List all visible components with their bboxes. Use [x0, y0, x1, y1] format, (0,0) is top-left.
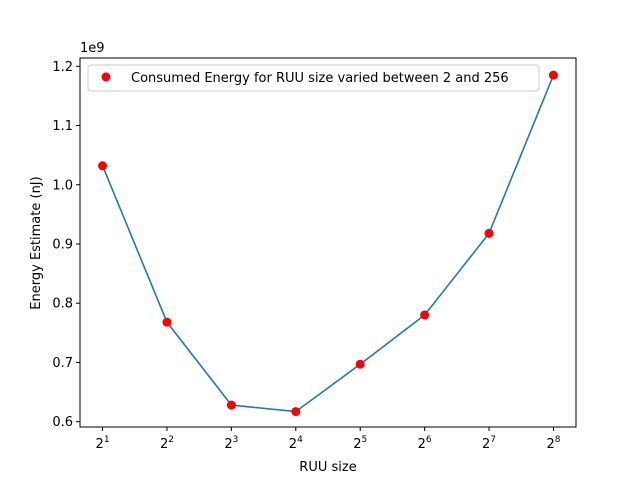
data-point	[484, 228, 494, 238]
series-line	[101, 74, 555, 413]
y-tick-label: 0.7	[52, 356, 73, 371]
x-axis-label: RUU size	[299, 460, 356, 475]
x-tick-label: 27	[482, 435, 496, 452]
y-tick-label: 0.8	[52, 297, 73, 312]
y-tick-label: 0.9	[52, 237, 73, 252]
data-point	[420, 310, 430, 320]
legend: Consumed Energy for RUU size varied betw…	[87, 64, 540, 92]
data-point	[291, 407, 301, 417]
y-offset-label: 1e9	[80, 41, 105, 56]
legend-label: Consumed Energy for RUU size varied betw…	[131, 71, 509, 86]
axes-frame	[79, 57, 577, 428]
data-point	[98, 161, 108, 171]
x-tick-label: 21	[96, 435, 110, 452]
y-tick-label: 1.1	[52, 119, 73, 134]
x-tick-label: 22	[160, 435, 174, 452]
y-tick-label: 0.6	[52, 415, 73, 430]
x-tick-label: 26	[418, 435, 432, 452]
y-tick-label: 1.0	[52, 178, 73, 193]
plot-area	[98, 70, 558, 417]
legend-marker	[101, 72, 111, 82]
legend-box	[87, 64, 540, 92]
x-tick-label: 23	[224, 435, 238, 452]
data-point	[355, 359, 365, 369]
data-point	[226, 400, 236, 410]
x-tick-label: 24	[289, 435, 303, 452]
x-axis-ticks: 21 22 23 24 25 26 27 28	[96, 427, 561, 452]
data-point	[548, 70, 558, 80]
y-axis-ticks: 0.6 0.7 0.8 0.9 1.0 1.1 1.2	[52, 60, 80, 430]
y-tick-label: 1.2	[52, 60, 73, 75]
x-tick-label: 28	[546, 435, 560, 452]
y-axis-label: Energy Estimate (nJ)	[29, 176, 44, 309]
x-tick-label: 25	[353, 435, 367, 452]
data-point	[162, 317, 172, 327]
